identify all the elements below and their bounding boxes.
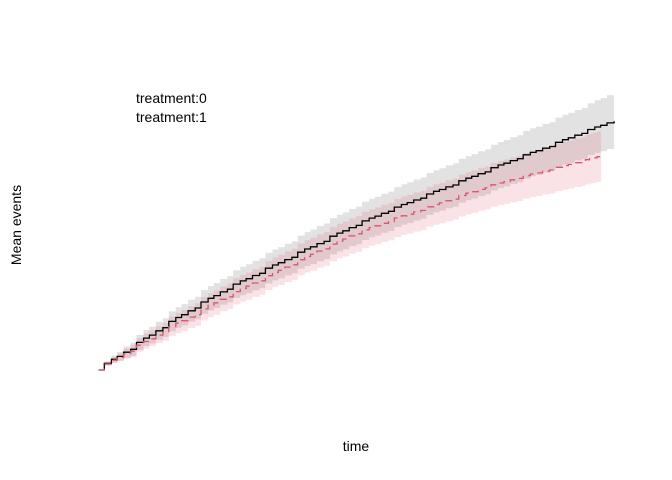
x-axis-title: time [342, 438, 370, 454]
y-axis-title: Mean events [8, 184, 24, 266]
series-lines [98, 121, 615, 371]
line-treatment-1 [98, 155, 602, 371]
confidence-bands [98, 93, 615, 370]
legend-entry-treatment-0: treatment:0 [136, 90, 207, 106]
legend-entry-treatment-1: treatment:1 [136, 109, 207, 125]
line-treatment-0 [98, 121, 615, 371]
band-treatment-0 [98, 93, 615, 370]
band-treatment-1 [98, 130, 602, 370]
